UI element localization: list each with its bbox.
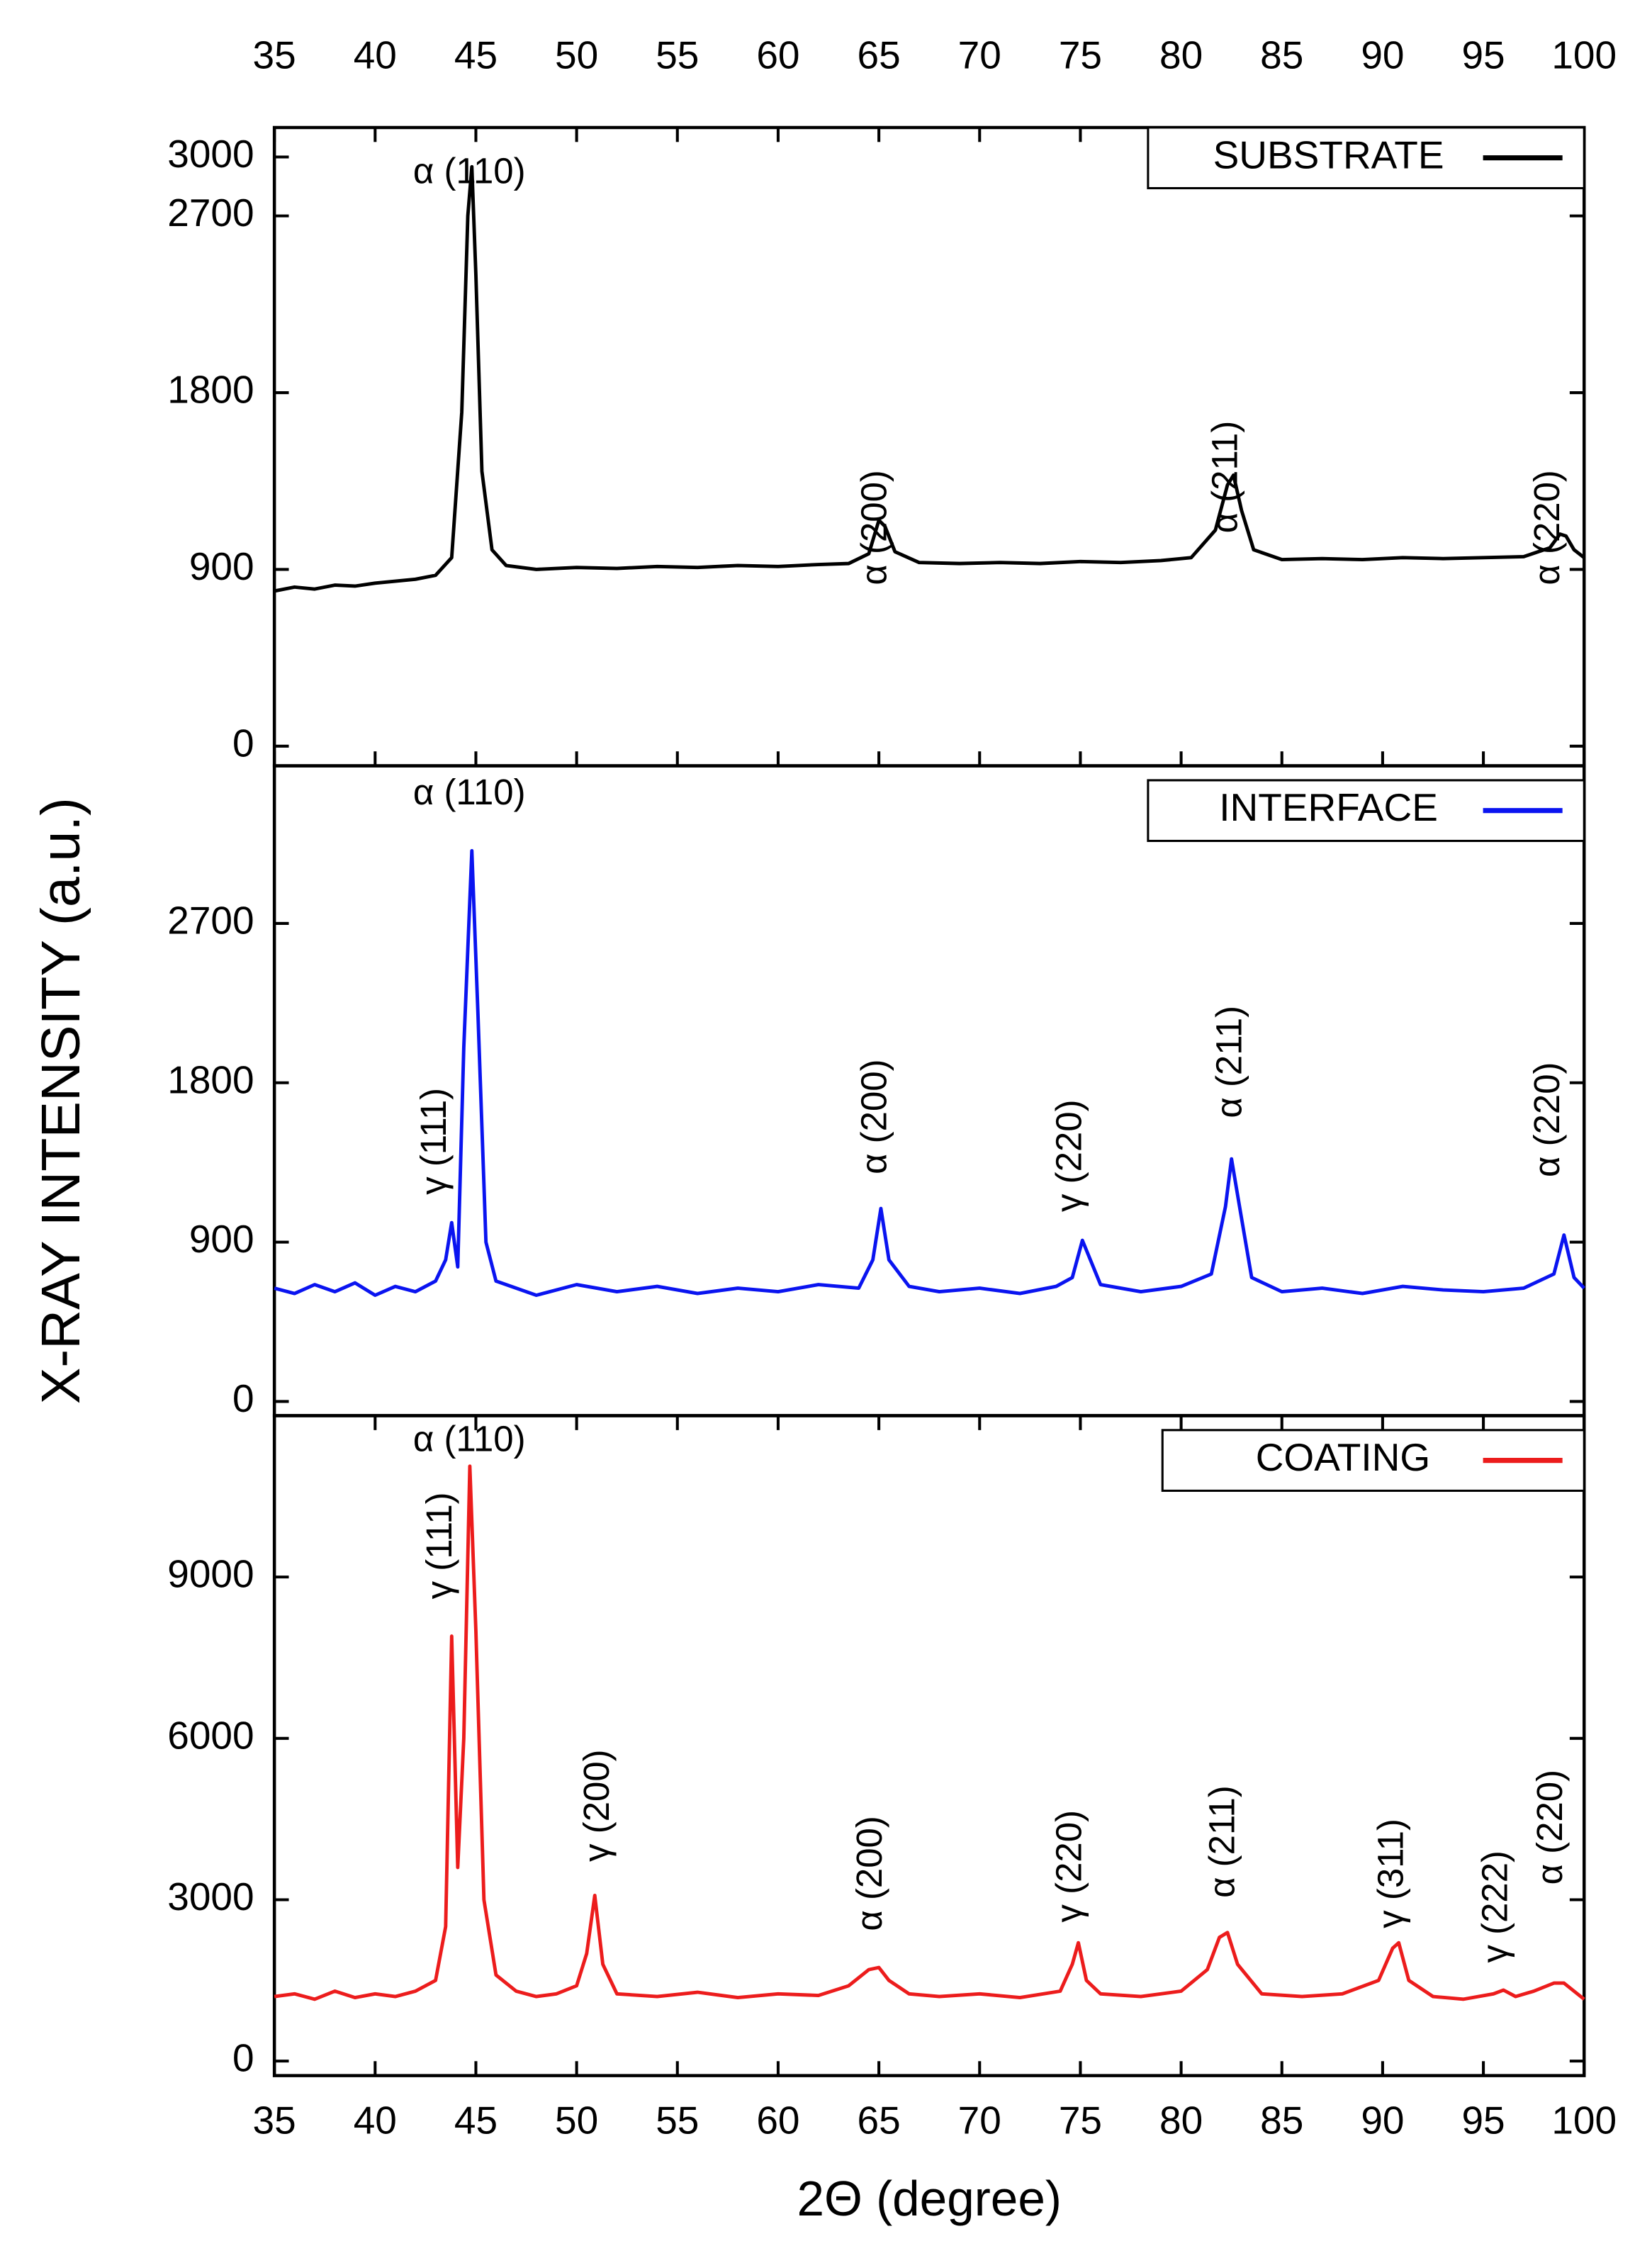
x-tick-label: 55: [656, 33, 699, 77]
peak-label: α (220): [1529, 1770, 1570, 1885]
plot-frame: [272, 125, 1586, 768]
peak-label: γ (222): [1474, 1850, 1515, 1962]
x-tick-label: 40: [354, 2098, 397, 2142]
x-tick-label: 80: [1159, 2098, 1203, 2142]
peak-label: α (211): [1201, 1785, 1242, 1898]
x-tick-label: 75: [1059, 2098, 1102, 2142]
x-tick-label: 60: [756, 2098, 799, 2142]
y-tick-label: 2700: [167, 191, 254, 235]
peak-label: γ (220): [1048, 1810, 1089, 1923]
x-tick-label: 50: [555, 33, 598, 77]
y-tick-label: 0: [232, 721, 254, 765]
y-axis-label: X-RAY INTENSITY (a.u.): [30, 797, 91, 1404]
x-axis-label: 2Θ (degree): [797, 2171, 1061, 2226]
x-tick-label: 100: [1551, 2098, 1617, 2142]
y-tick-label: 1800: [167, 1057, 254, 1101]
legend-label: SUBSTRATE: [1213, 133, 1444, 176]
peak-label: γ (200): [576, 1749, 617, 1862]
legend-label: INTERFACE: [1219, 785, 1438, 829]
peak-label: γ (220): [1048, 1099, 1089, 1212]
y-tick-label: 9000: [167, 1552, 254, 1596]
x-tick-label: 45: [454, 2098, 498, 2142]
x-tick-label: 95: [1461, 2098, 1505, 2142]
peak-label: α (110): [413, 1419, 526, 1459]
y-tick-label: 900: [189, 544, 254, 588]
x-tick-label: 60: [756, 33, 799, 77]
peak-label: α (110): [413, 151, 526, 191]
x-tick-label: 85: [1260, 2098, 1303, 2142]
x-tick-label: 90: [1361, 33, 1404, 77]
x-tick-label: 100: [1551, 33, 1617, 77]
x-tick-label: 45: [454, 33, 498, 77]
x-tick-label: 40: [354, 33, 397, 77]
x-tick-label: 50: [555, 2098, 598, 2142]
peak-label: γ (111): [419, 1492, 459, 1599]
legend-label: COATING: [1256, 1435, 1430, 1479]
y-tick-label: 3000: [167, 1875, 254, 1919]
x-tick-label: 65: [858, 33, 901, 77]
peak-label: γ (111): [413, 1088, 454, 1195]
peak-label: α (220): [1527, 1062, 1567, 1177]
x-tick-label: 35: [253, 33, 296, 77]
x-tick-label: 70: [958, 33, 1001, 77]
peak-label: α (211): [1209, 1006, 1249, 1118]
x-tick-label: 70: [958, 2098, 1001, 2142]
x-tick-label: 35: [253, 2098, 296, 2142]
peak-label: α (200): [853, 1059, 894, 1174]
x-tick-label: 85: [1260, 33, 1303, 77]
legend-box: [1147, 779, 1585, 843]
x-tick-label: 90: [1361, 2098, 1404, 2142]
y-tick-label: 6000: [167, 1713, 254, 1757]
y-tick-label: 3000: [167, 132, 254, 176]
x-tick-label: 65: [858, 2098, 901, 2142]
data-line: [274, 849, 1586, 1298]
peak-label: α (211): [1204, 421, 1244, 534]
x-tick-label: 95: [1461, 33, 1505, 77]
peak-label: α (110): [413, 772, 526, 812]
x-tick-label: 75: [1059, 33, 1102, 77]
peak-label: α (200): [853, 470, 894, 585]
data-line: [274, 164, 1585, 593]
y-tick-label: 900: [189, 1217, 254, 1261]
x-tick-label: 80: [1159, 33, 1203, 77]
x-tick-label: 55: [656, 2098, 699, 2142]
peak-label: α (220): [1527, 470, 1567, 585]
y-tick-label: 2700: [167, 898, 254, 942]
y-tick-label: 0: [232, 1376, 254, 1420]
y-tick-label: 0: [232, 2036, 254, 2080]
y-tick-label: 1800: [167, 368, 254, 412]
plot-frame: [272, 1414, 1586, 2077]
data-line: [274, 1464, 1585, 2001]
peak-label: γ (311): [1371, 1819, 1411, 1928]
peak-label: α (200): [849, 1816, 889, 1931]
legend-box: [1147, 126, 1585, 190]
